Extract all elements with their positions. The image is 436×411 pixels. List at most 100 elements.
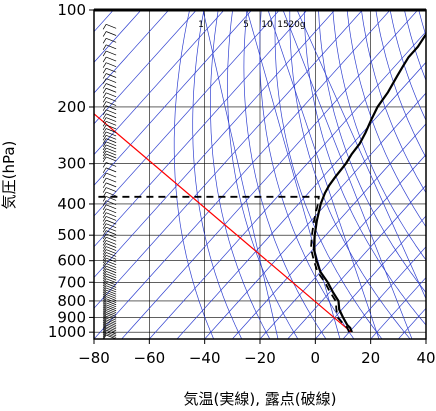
x-tick-label: 20 <box>361 349 380 367</box>
wind-barb-shaft <box>106 306 117 312</box>
wind-barb-flag <box>102 162 107 168</box>
wind-barb <box>102 287 117 294</box>
isotherm-line <box>94 10 253 186</box>
wind-barb-flag <box>102 187 107 193</box>
wind-barb-flag <box>102 283 107 289</box>
wind-barb-flag <box>102 131 107 138</box>
wind-barb-flag <box>102 252 107 258</box>
wind-barb-shaft <box>106 38 117 43</box>
dry-adiabat-line <box>346 10 426 228</box>
wind-barb-flag <box>102 219 107 226</box>
wind-barb <box>102 144 117 151</box>
wind-barb-flag <box>102 308 107 314</box>
wind-barb-shaft <box>106 321 117 326</box>
dry-adiabat-line <box>303 10 426 326</box>
wind-barb-shaft <box>106 96 117 102</box>
wind-barb-flag <box>102 317 107 324</box>
y-tick-label: 400 <box>57 195 86 213</box>
dry-adiabat-line <box>389 10 426 122</box>
wind-barb-flag <box>102 298 107 304</box>
mixing-ratio-line <box>202 10 279 339</box>
wind-barb-flag <box>102 196 107 202</box>
wind-barb-shaft <box>106 317 117 323</box>
wind-barb-shaft <box>106 138 117 143</box>
wind-barb-flag <box>102 328 107 334</box>
wind-barb-shaft <box>106 141 117 147</box>
isotherm-line <box>94 10 225 156</box>
wind-barb-shaft <box>106 243 117 248</box>
dry-adiabat-line <box>243 10 327 339</box>
wind-barb <box>102 329 117 336</box>
wind-barb-flag <box>102 255 107 261</box>
wind-barb <box>102 312 117 318</box>
wind-barb-shaft <box>106 156 117 162</box>
mixing-ratio-label: 1 <box>198 20 204 30</box>
wind-barb <box>102 289 117 296</box>
wind-barb-flag <box>102 323 107 329</box>
isotherm-line <box>94 10 391 339</box>
reference-line-segment <box>94 113 352 333</box>
wind-barb-flag <box>102 333 107 339</box>
isotherm-line <box>398 307 426 339</box>
wind-barb-shaft <box>106 204 117 210</box>
wind-barb <box>102 285 117 291</box>
wind-barb <box>102 260 117 267</box>
wind-barb-shaft <box>106 257 117 263</box>
wind-barb-shaft <box>106 31 117 36</box>
wind-barb-flag <box>102 249 107 255</box>
wind-barb-shaft <box>106 177 117 183</box>
wind-barbs <box>102 24 117 339</box>
y-tick-label: 700 <box>57 273 86 291</box>
isotherm-line <box>204 92 426 339</box>
wind-barb <box>102 120 117 127</box>
wind-barb-flag <box>102 73 107 79</box>
wind-barb-flag <box>102 78 107 84</box>
wind-barb-flag <box>102 68 107 74</box>
wind-barb-flag <box>102 167 107 174</box>
wind-barb-flag <box>102 204 107 210</box>
wind-barb-flag <box>102 105 107 111</box>
wind-barb <box>102 246 117 252</box>
wind-barb-shaft <box>106 196 117 201</box>
isotherm-line <box>94 10 363 309</box>
wind-barb-flag <box>102 141 107 148</box>
wind-barb-shaft <box>106 162 117 167</box>
wind-barb-flag <box>102 97 107 103</box>
wind-barb-shaft <box>106 270 117 276</box>
x-tick-label: −80 <box>78 349 110 367</box>
dry-adiabat-line <box>210 10 271 339</box>
wind-barb <box>102 304 117 310</box>
wind-barb-flag <box>102 124 107 131</box>
wind-barb-flag <box>102 128 107 134</box>
wind-barb-flag <box>102 200 107 206</box>
wind-barb <box>102 109 117 115</box>
dry-adiabat-line <box>361 10 426 194</box>
wind-barb <box>102 283 117 289</box>
x-tick-label: −60 <box>134 349 166 367</box>
wind-barb-flag <box>102 138 107 144</box>
wind-barb-shaft <box>106 44 117 50</box>
wind-barb <box>102 38 117 44</box>
x-tick-label: −40 <box>189 349 221 367</box>
wind-barb <box>102 56 117 63</box>
dry-adiabat-line <box>259 10 355 339</box>
wind-barb <box>102 138 117 144</box>
wind-barb <box>102 141 117 148</box>
wind-barb-shaft <box>106 226 117 232</box>
wind-barb-shaft <box>106 78 117 83</box>
wind-barb-flag <box>102 273 107 279</box>
dry-adiabat-line <box>173 10 215 339</box>
wind-barb <box>102 200 117 206</box>
y-tick-label: 500 <box>57 226 86 244</box>
wind-barb-shaft <box>106 312 117 317</box>
wind-barb <box>102 292 117 298</box>
wind-barb-flag <box>102 324 107 331</box>
wind-barb-flag <box>102 319 107 325</box>
mixing-ratio-label: 10 <box>261 20 273 30</box>
wind-barb-flag <box>102 212 107 218</box>
y-axis-title: 気圧(hPa) <box>0 141 18 210</box>
wind-barb-shaft <box>106 285 117 290</box>
wind-barb-shaft <box>106 233 117 239</box>
wind-barb <box>102 177 117 184</box>
